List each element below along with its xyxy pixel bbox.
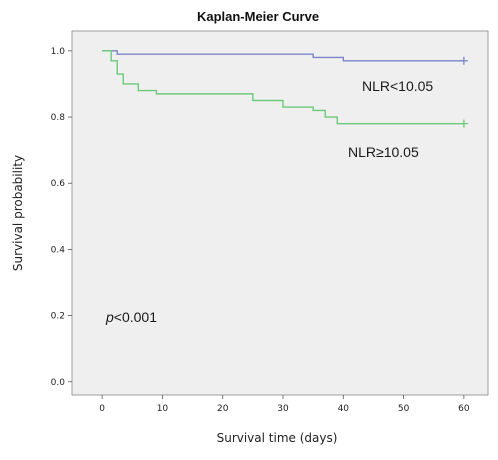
legend-label-nlr-low: NLR<10.05 bbox=[362, 78, 433, 94]
survival-curve-nlr-low bbox=[102, 50, 464, 62]
y-tick-label: 0.6 bbox=[51, 179, 66, 189]
y-tick-label: 0.2 bbox=[51, 312, 65, 322]
y-tick-label: 0.0 bbox=[51, 378, 66, 388]
x-tick-label: 40 bbox=[338, 404, 350, 414]
x-axis-label: Survival time (days) bbox=[217, 431, 338, 445]
x-tick-label: 60 bbox=[458, 404, 470, 414]
chart-title: Kaplan-Meier Curve bbox=[197, 9, 319, 24]
y-tick-label: 0.4 bbox=[51, 245, 66, 255]
x-tick-label: 0 bbox=[99, 404, 105, 414]
p-symbol: p bbox=[105, 309, 114, 325]
x-tick-label: 50 bbox=[398, 404, 410, 414]
y-tick-label: 0.8 bbox=[51, 113, 66, 123]
legend-label-nlr-high: NLR≥10.05 bbox=[348, 144, 419, 160]
survival-curves bbox=[102, 50, 468, 128]
x-tick-label: 20 bbox=[217, 404, 229, 414]
y-tick-label: 1.0 bbox=[51, 47, 66, 57]
y-axis-ticks: 0.0 0.2 0.4 0.6 0.8 1.0 bbox=[51, 47, 72, 388]
p-value-annotation: p<0.001 bbox=[105, 309, 157, 325]
y-axis-label: Survival probability bbox=[11, 155, 25, 271]
plot-area bbox=[71, 30, 489, 396]
x-tick-label: 30 bbox=[277, 404, 289, 414]
survival-curve-nlr-high bbox=[102, 50, 464, 125]
x-axis-ticks: 0 10 20 30 40 50 60 bbox=[99, 395, 470, 414]
x-tick-label: 10 bbox=[157, 404, 169, 414]
censor-mark bbox=[459, 119, 468, 128]
censor-mark bbox=[459, 56, 468, 65]
p-value: <0.001 bbox=[114, 309, 157, 325]
